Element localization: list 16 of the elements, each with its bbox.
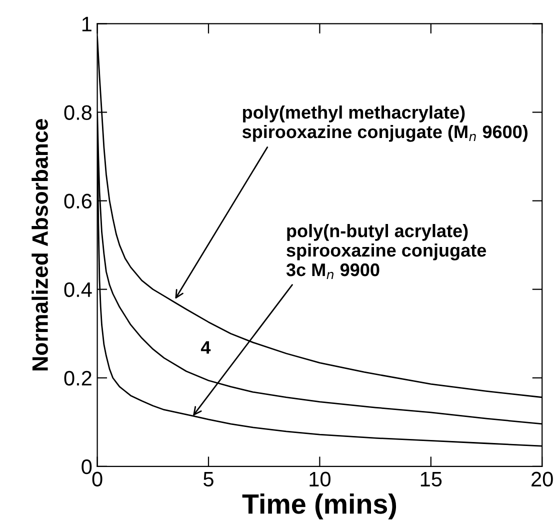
annotation: poly(methyl methacrylate) spirooxazine conjugate (M$_{n}$ 9600) — [242, 105, 528, 142]
y-tick-label: 0 — [82, 459, 92, 474]
x-tick-label: 0 — [92, 472, 102, 487]
y-axis-title: Normalized Absorbance — [32, 119, 48, 370]
series-label: 4 — [200, 341, 211, 354]
x-tick-label: 10 — [310, 472, 330, 487]
y-tick-label: 0.6 — [64, 194, 92, 209]
y-tick-label: 0.2 — [64, 370, 92, 386]
y-tick-label: 0.8 — [64, 105, 92, 120]
x-tick-label: 15 — [420, 472, 442, 487]
x-tick-label: 5 — [204, 472, 214, 487]
x-axis-title: Time (mins) — [242, 493, 396, 520]
x-tick-label: 20 — [532, 472, 553, 487]
annotation: poly(n-butyl acrylate) spirooxazine conjugate 3c M$_{n}$ 9900 — [286, 224, 486, 280]
y-tick-label: 0.4 — [64, 282, 92, 298]
y-tick-label: 1 — [82, 16, 92, 32]
